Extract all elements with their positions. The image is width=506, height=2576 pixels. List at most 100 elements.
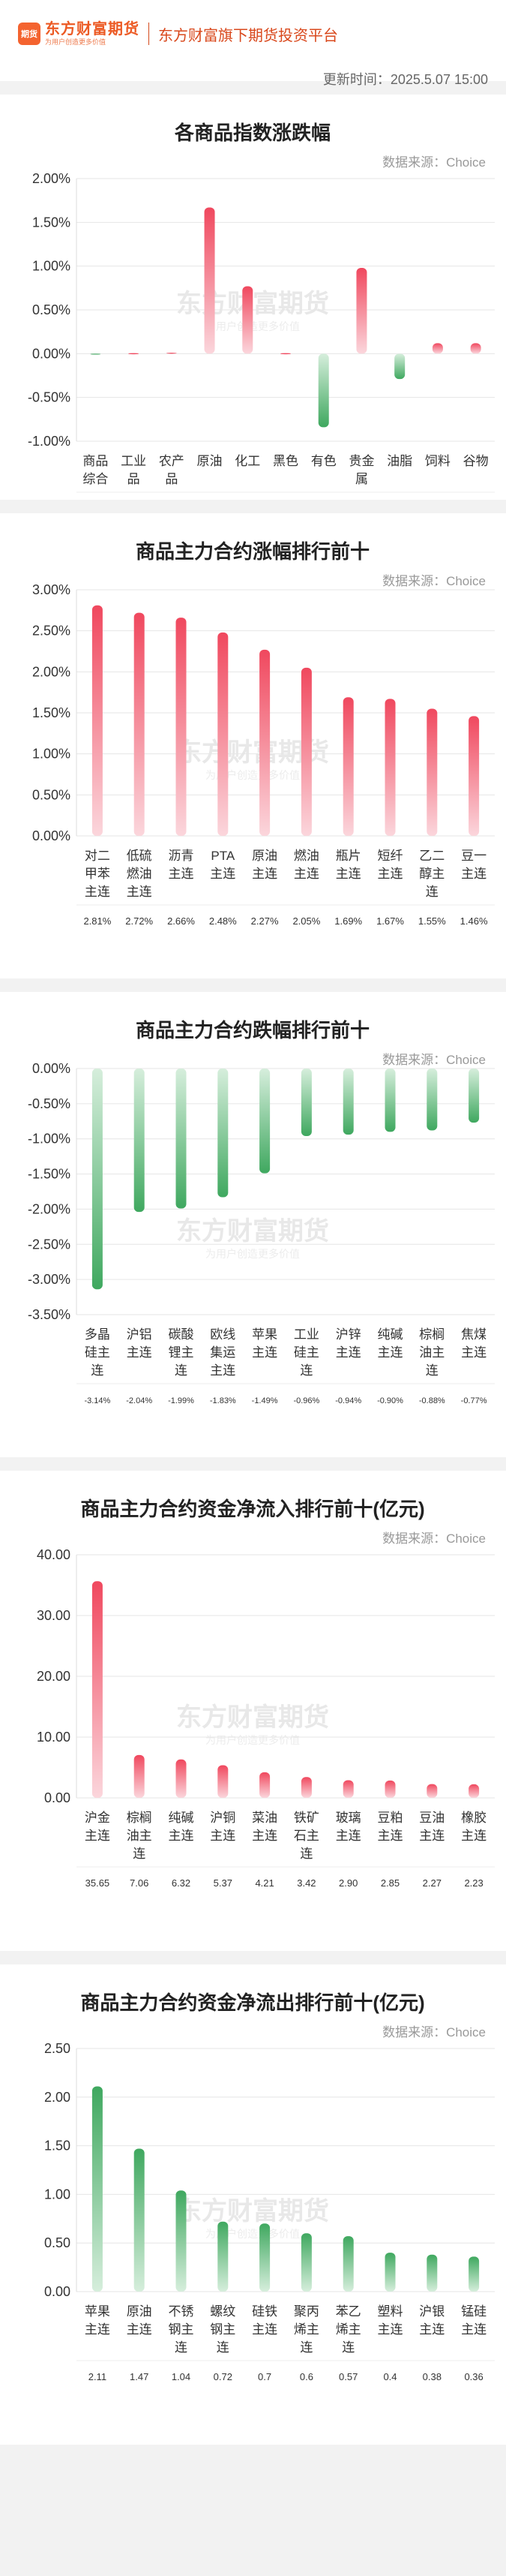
category-label: 主连	[85, 885, 110, 899]
bar-1	[91, 605, 103, 836]
category-label: 主连	[378, 867, 403, 881]
chart-title: 商品主力合约资金净流出排行前十(亿元)	[80, 1991, 424, 2014]
bar-8	[385, 699, 396, 836]
bar-5	[259, 649, 271, 836]
bar-5	[242, 286, 253, 354]
category-label: 豆一	[461, 849, 487, 863]
category-label: 橡胶	[461, 1811, 487, 1825]
data-source: 数据来源：Choice	[382, 2025, 486, 2039]
data-source: 数据来源：Choice	[382, 1531, 486, 1546]
category-label: 连	[217, 2340, 229, 2355]
value-label: -1.49%	[252, 1396, 278, 1405]
category-label: 乙二	[419, 849, 445, 863]
bar-9	[427, 708, 438, 836]
category-label: 燃油	[127, 867, 152, 881]
category-label: 棕榈	[419, 1327, 445, 1342]
bar-7	[343, 2236, 354, 2292]
value-label: 0.4	[383, 2371, 397, 2382]
chart-svg-1: 东方财富期货为用户创造更多价值各商品指数涨跌幅数据来源：Choice2.00%1…	[28, 122, 495, 493]
bar-8	[385, 2253, 396, 2292]
category-label: 石主	[294, 1829, 319, 1843]
value-label: 1.55%	[418, 915, 446, 927]
category-label: 燃油	[294, 849, 319, 863]
value-label: -2.04%	[126, 1396, 152, 1405]
value-label: 1.04	[172, 2371, 190, 2382]
value-label: 4.21	[255, 1877, 274, 1889]
brand-logo-icon: 期货	[18, 23, 40, 45]
value-label: -0.77%	[461, 1396, 487, 1405]
category-label: 主连	[336, 867, 361, 881]
category-label: 苹果	[252, 1327, 277, 1342]
value-label: 0.72	[214, 2371, 232, 2382]
y-tick-label: 1.50	[44, 2139, 70, 2154]
category-label: 商品	[82, 454, 108, 468]
bar-6	[301, 2233, 312, 2292]
category-label: 连	[426, 885, 439, 899]
chart-svg-2: 东方财富期货为用户创造更多价值商品主力合约涨幅排行前十数据来源：Choice3.…	[32, 540, 495, 927]
bar-1	[91, 1581, 103, 1798]
category-label: 玻璃	[336, 1811, 361, 1825]
category-label: 主连	[336, 1829, 361, 1843]
category-label: 纯碱	[378, 1327, 403, 1342]
bar-3	[175, 2190, 187, 2292]
bar-7	[343, 697, 354, 836]
category-label: 工业	[121, 454, 146, 468]
value-label: 2.27	[423, 1877, 442, 1889]
value-label: 3.42	[297, 1877, 316, 1889]
category-label: 短纤	[378, 849, 403, 863]
bar-2	[133, 612, 145, 836]
bar-10	[469, 2256, 480, 2292]
bar-7	[343, 1780, 354, 1798]
category-label: 主连	[127, 885, 152, 899]
category-label: 塑料	[378, 2304, 403, 2319]
y-tick-label: 2.00%	[32, 664, 70, 679]
y-tick-label: 0.00	[44, 2284, 70, 2299]
category-label: 主连	[419, 1829, 445, 1843]
chart-panel-2: 东方财富期货 为用户创造更多价值 商品主力合约涨幅排行前十 数据来源：Choice 3.…	[0, 513, 506, 978]
category-label: 主连	[210, 1363, 235, 1378]
value-label: 2.81%	[83, 915, 111, 927]
y-tick-label: 0.00%	[32, 828, 70, 843]
bar-5	[259, 1069, 271, 1174]
category-label: 原油	[252, 849, 277, 863]
watermark-text: 东方财富期货	[176, 2196, 329, 2226]
category-label: 钢主	[169, 2322, 194, 2337]
category-label: 原油	[197, 454, 223, 468]
bar-1	[91, 1069, 103, 1290]
category-label: 碳酸	[169, 1327, 194, 1342]
category-label: 油脂	[387, 454, 412, 468]
bar-10	[432, 343, 443, 354]
category-label: 主连	[336, 1345, 361, 1360]
category-label: 集运	[210, 1345, 235, 1360]
bar-5	[259, 2223, 271, 2292]
category-label: 主连	[461, 2322, 487, 2337]
brand-slogan: 为用户创造更多价值	[45, 38, 106, 46]
category-label: 纯碱	[169, 1811, 194, 1825]
bar-2	[128, 353, 139, 355]
y-tick-label: 2.50%	[32, 624, 70, 639]
y-tick-label: -1.50%	[28, 1167, 70, 1182]
value-label: 1.47	[130, 2371, 148, 2382]
category-label: 多晶	[85, 1327, 110, 1342]
bar-3	[175, 618, 187, 836]
category-label: 油主	[419, 1345, 445, 1360]
bar-1	[91, 2086, 103, 2292]
bar-5	[259, 1772, 271, 1798]
category-label: 连	[300, 1847, 313, 1861]
category-label: 连	[342, 2340, 355, 2355]
category-label: 烯主	[294, 2322, 319, 2337]
value-label: -0.88%	[419, 1396, 445, 1405]
value-label: 2.72%	[125, 915, 153, 927]
value-label: 1.67%	[376, 915, 404, 927]
category-label: 黑色	[273, 454, 298, 468]
bar-11	[470, 343, 481, 354]
bar-4	[217, 1765, 229, 1798]
bar-10	[469, 1784, 480, 1798]
bar-9	[427, 2254, 438, 2292]
value-label: 2.90	[339, 1877, 358, 1889]
bar-8	[356, 268, 367, 354]
bar-2	[133, 1069, 145, 1213]
bar-8	[385, 1780, 396, 1798]
category-label: 谷物	[463, 454, 489, 468]
category-label: 有色	[311, 454, 337, 468]
